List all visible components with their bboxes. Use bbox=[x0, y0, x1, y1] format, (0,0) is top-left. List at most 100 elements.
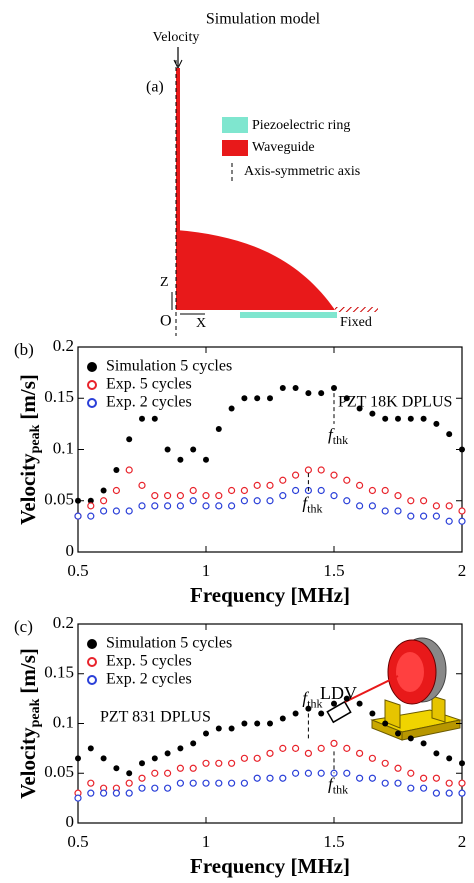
y-tick-label: 0.2 bbox=[53, 336, 74, 355]
data-point bbox=[253, 774, 261, 782]
data-point bbox=[189, 486, 197, 495]
legend-text: Exp. 5 cycles bbox=[106, 376, 192, 393]
data-point bbox=[113, 467, 120, 473]
data-point bbox=[203, 456, 209, 463]
data-point bbox=[100, 755, 107, 762]
data-point bbox=[164, 446, 171, 453]
data-point bbox=[458, 507, 466, 515]
data-point bbox=[331, 385, 337, 391]
x-tick-label: 1 bbox=[202, 832, 211, 851]
legend-marker bbox=[87, 362, 97, 372]
data-point bbox=[407, 735, 414, 742]
data-point bbox=[151, 755, 158, 762]
fixed-label: Fixed bbox=[340, 315, 372, 330]
fixed-boundary bbox=[335, 307, 378, 312]
data-point bbox=[394, 492, 402, 500]
data-point bbox=[139, 415, 145, 422]
data-point bbox=[407, 497, 415, 505]
data-point bbox=[240, 779, 248, 787]
data-point bbox=[240, 754, 248, 762]
legend-swatch bbox=[222, 117, 248, 133]
data-point bbox=[459, 760, 465, 767]
data-point bbox=[100, 487, 107, 494]
data-point bbox=[253, 754, 261, 762]
data-point bbox=[432, 789, 440, 797]
data-point bbox=[74, 512, 82, 520]
z-label: Z bbox=[160, 275, 169, 290]
data-point bbox=[459, 446, 465, 453]
data-point bbox=[267, 720, 273, 727]
data-point bbox=[87, 745, 94, 752]
y-tick-label: 0.15 bbox=[44, 663, 74, 682]
data-point bbox=[240, 497, 248, 505]
diagram-title: Simulation model bbox=[206, 11, 321, 28]
data-point bbox=[458, 779, 466, 787]
piezo-ring bbox=[240, 312, 337, 318]
data-point bbox=[382, 415, 389, 422]
data-point bbox=[126, 436, 133, 443]
marker-label-part: f bbox=[302, 688, 309, 707]
data-point bbox=[318, 710, 325, 717]
data-point bbox=[369, 410, 376, 417]
data-point bbox=[99, 497, 108, 505]
marker-label: fthk bbox=[328, 774, 348, 796]
y-axis-title-part: [m/s] bbox=[16, 374, 40, 420]
data-point bbox=[215, 725, 222, 732]
x-tick-label: 2 bbox=[458, 832, 467, 851]
data-point bbox=[74, 794, 82, 802]
data-point bbox=[368, 774, 376, 782]
data-point bbox=[356, 481, 364, 489]
data-point bbox=[164, 502, 172, 510]
data-point bbox=[228, 759, 236, 767]
data-point bbox=[432, 502, 440, 510]
data-point bbox=[202, 492, 210, 500]
data-point bbox=[292, 710, 299, 717]
data-point bbox=[87, 779, 95, 787]
data-point bbox=[458, 517, 466, 525]
data-point bbox=[331, 700, 337, 707]
data-point bbox=[87, 497, 94, 504]
marker-label-part: thk bbox=[307, 501, 322, 515]
data-point bbox=[87, 512, 95, 520]
data-point bbox=[356, 502, 364, 510]
data-point bbox=[382, 720, 389, 727]
data-point bbox=[176, 779, 184, 787]
data-point bbox=[125, 507, 133, 515]
data-point bbox=[304, 749, 312, 757]
data-point bbox=[279, 385, 286, 391]
panel-label: (c) bbox=[14, 617, 33, 636]
panel-label: (a) bbox=[146, 79, 164, 96]
x-tick-label: 0.5 bbox=[67, 832, 88, 851]
y-axis-title-part: peak bbox=[28, 424, 43, 453]
data-point bbox=[432, 774, 440, 782]
data-point bbox=[394, 764, 402, 772]
data-point bbox=[125, 789, 133, 797]
data-point bbox=[75, 497, 81, 504]
data-point bbox=[330, 492, 338, 500]
data-point bbox=[394, 779, 402, 787]
legend-marker bbox=[87, 675, 97, 685]
legend-marker bbox=[87, 657, 97, 667]
data-point bbox=[407, 769, 415, 777]
x-tick-label: 0.5 bbox=[67, 561, 88, 580]
data-point bbox=[279, 715, 286, 722]
data-point bbox=[112, 789, 121, 797]
y-axis-title-part: peak bbox=[28, 698, 43, 727]
data-point bbox=[215, 426, 222, 432]
data-point bbox=[317, 486, 325, 495]
data-point bbox=[190, 446, 197, 453]
data-point bbox=[189, 497, 197, 505]
data-point bbox=[176, 764, 184, 772]
diagram: Simulation model Velocity (a) Piezoelect… bbox=[146, 11, 378, 336]
marker-label-part: f bbox=[328, 774, 335, 793]
data-point bbox=[445, 502, 453, 510]
data-point bbox=[254, 395, 261, 402]
ldv-illustration bbox=[326, 637, 462, 741]
data-point bbox=[433, 420, 440, 427]
data-point bbox=[125, 466, 133, 474]
data-point bbox=[112, 486, 121, 495]
data-point bbox=[445, 779, 453, 787]
x-tick-label: 1 bbox=[202, 561, 211, 580]
legend-text: Exp. 2 cycles bbox=[106, 671, 192, 688]
